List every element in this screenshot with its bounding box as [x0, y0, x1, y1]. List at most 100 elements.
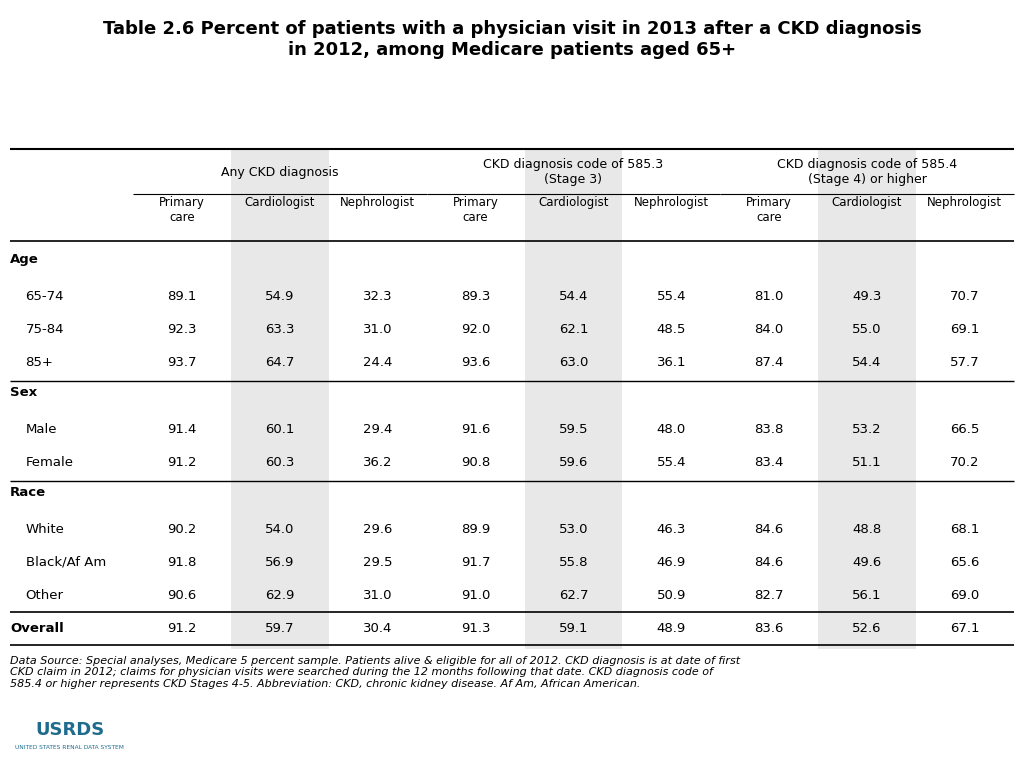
Text: Other: Other — [26, 589, 63, 602]
Text: 59.7: 59.7 — [265, 622, 295, 635]
Text: UNITED STATES RENAL DATA SYSTEM: UNITED STATES RENAL DATA SYSTEM — [15, 745, 124, 750]
Text: 89.1: 89.1 — [167, 290, 197, 303]
Text: Overall: Overall — [10, 622, 63, 635]
Text: Nephrologist: Nephrologist — [634, 196, 709, 209]
Text: 83.4: 83.4 — [755, 456, 783, 469]
Text: 50.9: 50.9 — [656, 589, 686, 602]
Text: 53.0: 53.0 — [559, 523, 588, 535]
Text: Cardiologist: Cardiologist — [245, 196, 315, 209]
Text: 66.5: 66.5 — [950, 423, 980, 436]
Text: Sex: Sex — [10, 386, 37, 399]
Text: 91.6: 91.6 — [461, 423, 490, 436]
Text: Nephrologist: Nephrologist — [928, 196, 1002, 209]
Text: 92.3: 92.3 — [167, 323, 197, 336]
Text: 46.3: 46.3 — [656, 523, 686, 535]
Text: Male: Male — [26, 423, 57, 436]
Text: 90.2: 90.2 — [167, 523, 197, 535]
Text: 67.1: 67.1 — [950, 622, 980, 635]
Text: 31.0: 31.0 — [362, 323, 392, 336]
Text: 54.0: 54.0 — [265, 523, 295, 535]
Text: Primary
care: Primary care — [159, 196, 205, 224]
Text: CKD diagnosis code of 585.3
(Stage 3): CKD diagnosis code of 585.3 (Stage 3) — [483, 158, 664, 187]
Text: Data Source: Special analyses, Medicare 5 percent sample. Patients alive & eligi: Data Source: Special analyses, Medicare … — [10, 656, 740, 689]
Text: 84.6: 84.6 — [755, 556, 783, 569]
Text: 63.0: 63.0 — [559, 356, 588, 369]
Text: 48.0: 48.0 — [656, 423, 686, 436]
Text: 56.9: 56.9 — [265, 556, 295, 569]
Text: 59.6: 59.6 — [559, 456, 588, 469]
Text: 89.9: 89.9 — [461, 523, 490, 535]
Text: Vol 1, CKD, Ch 2: Vol 1, CKD, Ch 2 — [436, 725, 588, 743]
Text: 65-74: 65-74 — [26, 290, 65, 303]
Text: 29.4: 29.4 — [364, 423, 392, 436]
Text: 75-84: 75-84 — [26, 323, 65, 336]
Text: 51.1: 51.1 — [852, 456, 882, 469]
Bar — [0, 703, 138, 768]
Text: 55.4: 55.4 — [656, 456, 686, 469]
Text: 32.3: 32.3 — [362, 290, 392, 303]
Text: 63.3: 63.3 — [265, 323, 295, 336]
Text: 36.1: 36.1 — [656, 356, 686, 369]
Text: 49.3: 49.3 — [852, 290, 882, 303]
Text: 48.9: 48.9 — [656, 622, 686, 635]
Text: 84.0: 84.0 — [755, 323, 783, 336]
Text: 81.0: 81.0 — [755, 290, 783, 303]
Text: 90.6: 90.6 — [167, 589, 197, 602]
Text: 91.2: 91.2 — [167, 456, 197, 469]
Text: 24.4: 24.4 — [364, 356, 392, 369]
Text: 53.2: 53.2 — [852, 423, 882, 436]
Text: 59.1: 59.1 — [559, 622, 588, 635]
Text: 54.4: 54.4 — [559, 290, 588, 303]
Text: 62.1: 62.1 — [559, 323, 588, 336]
Text: Age: Age — [10, 253, 39, 266]
Text: Cardiologist: Cardiologist — [539, 196, 608, 209]
Text: 90.8: 90.8 — [461, 456, 490, 469]
Text: 46.9: 46.9 — [656, 556, 686, 569]
Text: 36.2: 36.2 — [362, 456, 392, 469]
Text: 55.8: 55.8 — [559, 556, 588, 569]
Text: 91.2: 91.2 — [167, 622, 197, 635]
Text: 69.0: 69.0 — [950, 589, 980, 602]
Text: 60.3: 60.3 — [265, 456, 295, 469]
Text: 30.4: 30.4 — [364, 622, 392, 635]
Text: 48.8: 48.8 — [852, 523, 882, 535]
Text: 91.8: 91.8 — [167, 556, 197, 569]
Text: 59.5: 59.5 — [559, 423, 588, 436]
Text: Primary
care: Primary care — [746, 196, 793, 224]
Text: USRDS: USRDS — [35, 721, 104, 739]
Text: 83.6: 83.6 — [755, 622, 783, 635]
Text: 57.7: 57.7 — [950, 356, 980, 369]
Bar — [818, 149, 915, 649]
Text: 65.6: 65.6 — [950, 556, 980, 569]
Text: Primary
care: Primary care — [453, 196, 499, 224]
Text: 54.9: 54.9 — [265, 290, 295, 303]
Text: Black/Af Am: Black/Af Am — [26, 556, 105, 569]
Text: CKD diagnosis code of 585.4
(Stage 4) or higher: CKD diagnosis code of 585.4 (Stage 4) or… — [777, 158, 957, 187]
Text: 54.4: 54.4 — [852, 356, 882, 369]
Text: Female: Female — [26, 456, 74, 469]
Text: 62.7: 62.7 — [559, 589, 588, 602]
Text: 91.4: 91.4 — [167, 423, 197, 436]
Text: 70.7: 70.7 — [950, 290, 980, 303]
Text: 55.0: 55.0 — [852, 323, 882, 336]
Text: 91.0: 91.0 — [461, 589, 490, 602]
Text: 83.8: 83.8 — [755, 423, 783, 436]
Text: 64.7: 64.7 — [265, 356, 295, 369]
Text: 49.6: 49.6 — [852, 556, 882, 569]
Text: 93.6: 93.6 — [461, 356, 490, 369]
Text: 62.9: 62.9 — [265, 589, 295, 602]
Text: 14: 14 — [970, 725, 993, 743]
Text: 82.7: 82.7 — [755, 589, 784, 602]
Text: Table 2.6 Percent of patients with a physician visit in 2013 after a CKD diagnos: Table 2.6 Percent of patients with a phy… — [102, 20, 922, 59]
Bar — [231, 149, 329, 649]
Text: 55.4: 55.4 — [656, 290, 686, 303]
Text: 60.1: 60.1 — [265, 423, 295, 436]
Text: 92.0: 92.0 — [461, 323, 490, 336]
Text: 93.7: 93.7 — [167, 356, 197, 369]
Text: White: White — [26, 523, 65, 535]
Text: Cardiologist: Cardiologist — [831, 196, 902, 209]
Text: Nephrologist: Nephrologist — [340, 196, 416, 209]
Text: Race: Race — [10, 486, 46, 499]
Text: 56.1: 56.1 — [852, 589, 882, 602]
Text: 89.3: 89.3 — [461, 290, 490, 303]
